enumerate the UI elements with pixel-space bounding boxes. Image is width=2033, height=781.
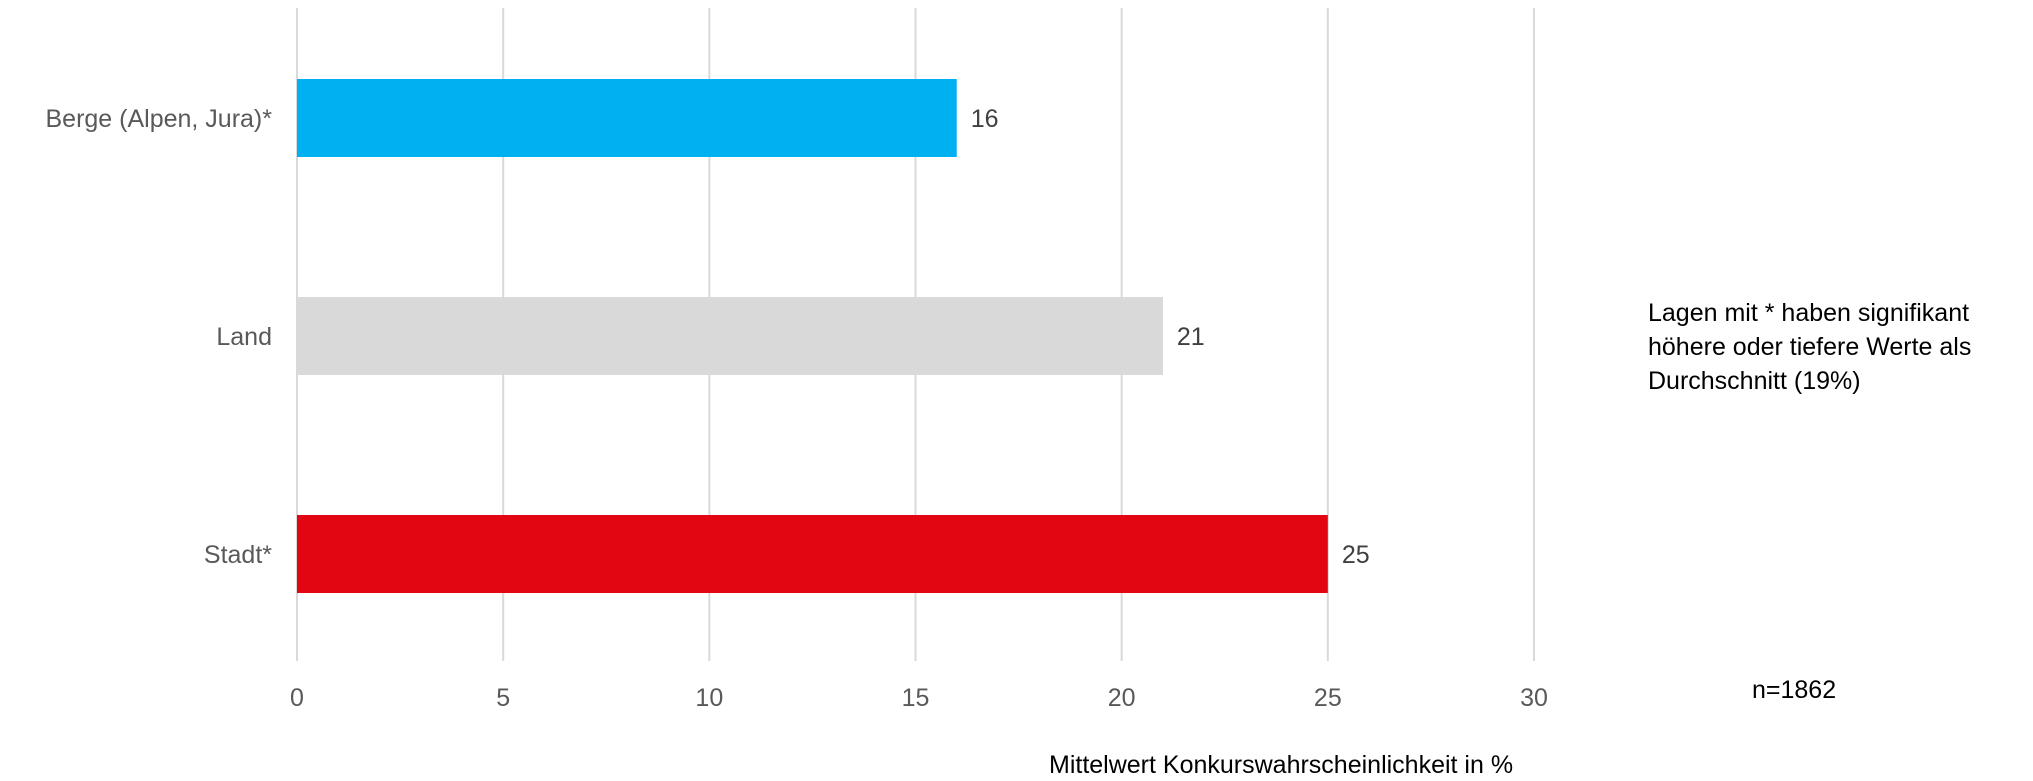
value-label: 25 xyxy=(1342,541,1370,569)
x-tick-label: 10 xyxy=(695,684,723,712)
x-axis-title: Mittelwert Konkurswahrscheinlichkeit in … xyxy=(1049,751,1514,779)
significance-note: Lagen mit * haben signifikant höhere ode… xyxy=(1648,299,1972,395)
x-tick-label: 0 xyxy=(290,684,304,712)
bars xyxy=(297,79,1328,593)
value-label: 21 xyxy=(1177,323,1205,351)
x-tick-label: 5 xyxy=(496,684,510,712)
category-label: Land xyxy=(216,323,272,351)
category-label: Berge (Alpen, Jura)* xyxy=(45,105,272,133)
x-tick-label: 15 xyxy=(902,684,930,712)
bar xyxy=(297,79,957,157)
sample-size-label: n=1862 xyxy=(1752,676,1837,704)
category-labels: Berge (Alpen, Jura)* Land Stadt* xyxy=(45,105,272,569)
x-tick-label: 25 xyxy=(1314,684,1342,712)
x-tick-label: 30 xyxy=(1520,684,1548,712)
x-tick-label: 20 xyxy=(1108,684,1136,712)
x-tick-labels: 0 5 10 15 20 25 30 xyxy=(290,684,1548,712)
bar xyxy=(297,515,1328,593)
value-labels: 16 21 25 xyxy=(971,105,1370,569)
value-label: 16 xyxy=(971,105,999,133)
bar xyxy=(297,297,1163,375)
category-label: Stadt* xyxy=(204,541,272,569)
